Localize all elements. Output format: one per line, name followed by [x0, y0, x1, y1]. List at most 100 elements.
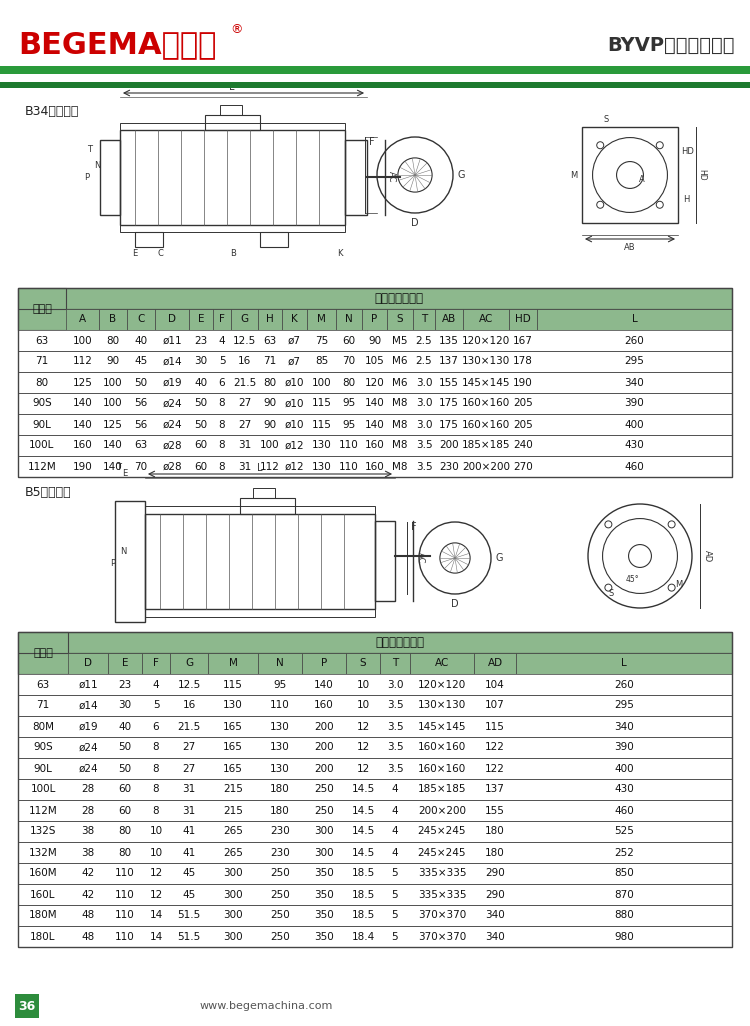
Text: 31: 31 — [182, 785, 196, 794]
Text: BYVP系列变频电机: BYVP系列变频电机 — [608, 36, 735, 54]
Text: 5: 5 — [392, 932, 398, 942]
Text: 125: 125 — [73, 378, 92, 388]
Text: 300: 300 — [314, 847, 334, 858]
Bar — [336, 309, 362, 330]
Text: 300: 300 — [224, 932, 243, 942]
Bar — [258, 309, 282, 330]
Text: N: N — [345, 315, 352, 324]
Bar — [18, 716, 732, 737]
Text: 14.5: 14.5 — [351, 847, 375, 858]
Text: 250: 250 — [270, 890, 290, 900]
Bar — [135, 232, 163, 247]
Text: 80: 80 — [118, 847, 131, 858]
Text: 335×335: 335×335 — [418, 890, 466, 900]
Text: 31: 31 — [182, 805, 196, 816]
Text: 190: 190 — [513, 378, 532, 388]
Text: E: E — [132, 248, 138, 258]
Text: H: H — [682, 195, 689, 203]
Text: 107: 107 — [485, 701, 505, 710]
Text: 14: 14 — [149, 910, 163, 920]
Text: 350: 350 — [314, 890, 334, 900]
Text: 132S: 132S — [30, 827, 56, 836]
Text: M8: M8 — [392, 398, 408, 408]
Text: ø24: ø24 — [162, 420, 182, 430]
Text: 3.0: 3.0 — [416, 420, 432, 430]
Text: H: H — [266, 315, 274, 324]
Text: www.begemachina.com: www.begemachina.com — [200, 1001, 333, 1011]
Text: 63: 63 — [35, 336, 49, 346]
Text: 180: 180 — [485, 847, 505, 858]
Text: 48: 48 — [81, 910, 94, 920]
Text: 185×185: 185×185 — [462, 440, 510, 450]
Text: 外型及安装尺寸: 外型及安装尺寸 — [376, 636, 424, 649]
Bar — [18, 926, 732, 947]
Text: AB: AB — [624, 242, 636, 251]
Text: F: F — [369, 137, 375, 147]
Text: L: L — [621, 659, 627, 669]
Text: 160×160: 160×160 — [462, 398, 510, 408]
Text: 140: 140 — [103, 440, 123, 450]
Text: 430: 430 — [625, 440, 644, 450]
Text: 850: 850 — [614, 868, 634, 878]
Bar — [463, 309, 509, 330]
Bar — [282, 309, 307, 330]
Text: 880: 880 — [614, 910, 634, 920]
Text: 167: 167 — [513, 336, 533, 346]
Text: 160: 160 — [73, 440, 92, 450]
Text: 160×160: 160×160 — [418, 743, 466, 752]
Text: 160: 160 — [364, 440, 384, 450]
Text: 10: 10 — [149, 847, 163, 858]
Text: 90S: 90S — [33, 743, 53, 752]
Bar — [231, 309, 258, 330]
Bar — [120, 123, 345, 130]
Text: 10: 10 — [356, 679, 370, 689]
Text: 270: 270 — [513, 462, 532, 472]
Text: 80: 80 — [118, 827, 131, 836]
Text: 71: 71 — [263, 356, 277, 366]
Text: 130: 130 — [270, 743, 290, 752]
Text: D: D — [452, 599, 459, 609]
Text: 14.5: 14.5 — [351, 785, 375, 794]
Bar — [410, 653, 474, 674]
Bar — [18, 863, 732, 884]
Text: 3.0: 3.0 — [387, 679, 404, 689]
Text: 430: 430 — [614, 785, 634, 794]
Text: 180L: 180L — [30, 932, 56, 942]
Text: S: S — [360, 659, 366, 669]
Text: ø10: ø10 — [285, 420, 304, 430]
Text: G: G — [185, 659, 193, 669]
Text: 100: 100 — [312, 378, 332, 388]
Text: 50: 50 — [194, 398, 208, 408]
Bar — [18, 632, 732, 653]
Text: AC: AC — [416, 552, 424, 563]
Bar — [100, 140, 120, 215]
Text: ø24: ø24 — [162, 398, 182, 408]
Text: 8: 8 — [153, 763, 159, 774]
Text: 100: 100 — [260, 440, 280, 450]
Text: G: G — [458, 170, 465, 180]
Text: 21.5: 21.5 — [177, 721, 201, 732]
Text: 4: 4 — [392, 785, 398, 794]
Text: 4: 4 — [392, 847, 398, 858]
Text: T: T — [116, 464, 122, 473]
Text: E: E — [122, 470, 128, 478]
Text: 390: 390 — [625, 398, 644, 408]
Text: 70: 70 — [343, 356, 355, 366]
Text: 250: 250 — [270, 910, 290, 920]
Text: L: L — [632, 315, 638, 324]
Text: 2.5: 2.5 — [416, 336, 432, 346]
Text: 90: 90 — [263, 420, 277, 430]
Bar — [362, 309, 387, 330]
Text: 48: 48 — [81, 932, 94, 942]
Text: 27: 27 — [182, 743, 196, 752]
Bar — [68, 653, 108, 674]
Text: 36: 36 — [18, 999, 36, 1013]
Bar — [18, 632, 732, 947]
Text: 8: 8 — [153, 805, 159, 816]
Text: 12: 12 — [149, 890, 163, 900]
Text: P: P — [110, 559, 116, 568]
Text: 63: 63 — [36, 679, 50, 689]
Text: 350: 350 — [314, 910, 334, 920]
Text: 140: 140 — [73, 398, 92, 408]
Text: 165: 165 — [223, 721, 243, 732]
